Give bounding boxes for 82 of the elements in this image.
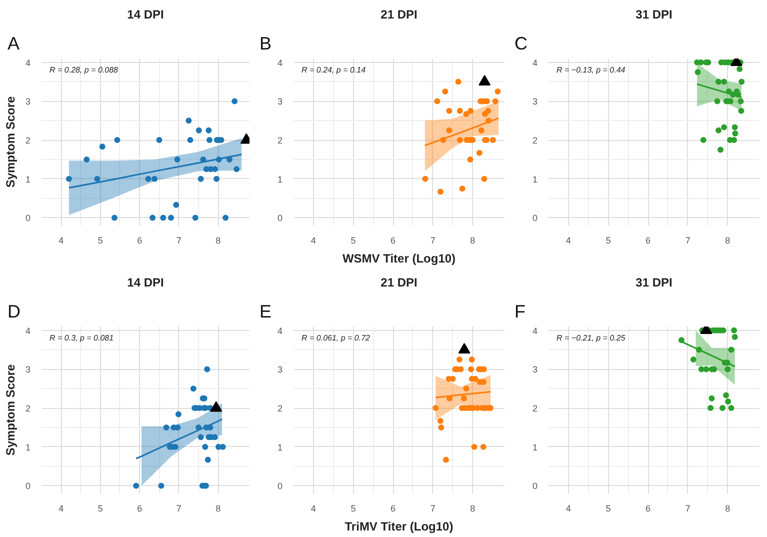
x-tick-label: 4	[566, 504, 571, 514]
x-tick-label: 6	[646, 504, 651, 514]
text: C	[514, 34, 528, 54]
x-tick-label: 8	[725, 236, 730, 246]
y-tick-label: 1	[25, 442, 31, 452]
chart-title: 31 DPI	[636, 8, 672, 22]
y-tick-label: 1	[277, 174, 283, 184]
x-tick-label: 4	[310, 236, 316, 246]
y-tick-label: 3	[277, 96, 283, 107]
y-tick-label: 2	[532, 404, 538, 414]
y-tick-label: 2	[25, 404, 31, 414]
y-tick-label: 1	[532, 442, 538, 452]
y-tick-label: 3	[25, 96, 31, 107]
y-tick-label: 0	[25, 213, 31, 224]
x-tick-label: 5	[350, 504, 356, 514]
y-tick-label: 4	[532, 326, 538, 336]
chart-title: 31 DPI	[636, 276, 672, 290]
annotation: R = 0.24, p = 0.14	[302, 66, 366, 74]
y-tick-label: 0	[532, 213, 538, 224]
y-tick-label: 3	[532, 364, 538, 375]
x-tick-label: 5	[98, 504, 103, 514]
y-tick-label: 0	[25, 481, 31, 492]
x-tick-label: 8	[216, 236, 221, 246]
annotation: R = −0.13, p = 0.44	[556, 66, 626, 74]
y-axis-title: Symptom Score	[3, 364, 18, 456]
x-tick-label: 5	[98, 236, 103, 246]
x-tick-label: 5	[606, 236, 611, 246]
x-tick-label: 7	[685, 236, 690, 246]
x-tick-label: 8	[470, 504, 476, 514]
text: F	[514, 302, 526, 322]
x-tick-label: 6	[646, 236, 651, 246]
x-tick-label: 5	[350, 236, 356, 246]
x-tick-label: 7	[176, 236, 182, 246]
x-tick-label: 4	[58, 236, 64, 246]
y-tick-label: 2	[277, 404, 283, 414]
y-tick-label: 4	[25, 326, 31, 336]
y-tick-label: 1	[25, 174, 31, 184]
y-axis-title: Symptom Score	[3, 96, 18, 188]
x-tick-label: 5	[606, 504, 611, 514]
y-tick-label: 4	[277, 58, 283, 68]
x-tick-label: 4	[310, 504, 316, 514]
annotation: R = −0.21, p = 0.25	[556, 334, 626, 342]
y-tick-label: 4	[25, 58, 31, 68]
x-tick-label: 4	[58, 504, 64, 514]
chart-title: 21 DPI	[380, 8, 418, 22]
y-tick-label: 3	[532, 96, 538, 107]
x-axis-title: TriMV Titer (Log10)	[344, 520, 454, 534]
y-tick-label: 3	[277, 364, 283, 375]
y-tick-label: 2	[532, 136, 538, 146]
y-tick-label: 4	[277, 326, 283, 336]
y-tick-label: 2	[277, 136, 283, 146]
x-tick-label: 4	[566, 236, 571, 246]
x-axis-title: WSMV Titer (Log10)	[342, 252, 456, 266]
y-tick-label: 4	[532, 58, 538, 68]
annotation: R = 0.3, p = 0.081	[50, 334, 114, 342]
y-tick-label: 1	[277, 442, 283, 452]
y-tick-label: 3	[25, 364, 31, 375]
annotation: R = 0.28, p = 0.088	[50, 66, 119, 74]
x-tick-label: 7	[430, 504, 436, 514]
x-tick-label: 6	[390, 236, 396, 246]
x-tick-label: 8	[725, 504, 730, 514]
text: E	[260, 302, 272, 322]
x-tick-label: 7	[430, 236, 436, 246]
y-tick-label: 1	[532, 174, 538, 184]
x-tick-label: 7	[685, 504, 690, 514]
x-tick-label: 7	[176, 504, 182, 514]
text: D	[8, 302, 20, 322]
x-tick-label: 6	[137, 504, 142, 514]
chart-title: 21 DPI	[380, 276, 418, 290]
y-tick-label: 0	[277, 481, 283, 492]
y-tick-label: 0	[277, 213, 283, 224]
x-tick-label: 6	[137, 236, 142, 246]
text: A	[8, 34, 20, 54]
y-tick-label: 2	[25, 136, 31, 146]
x-tick-label: 8	[470, 236, 476, 246]
x-tick-label: 8	[216, 504, 221, 514]
chart-title: 14 DPI	[127, 276, 164, 290]
text: B	[260, 34, 272, 54]
y-tick-label: 0	[532, 481, 538, 492]
chart-title: 14 DPI	[127, 8, 164, 22]
annotation: R = 0.061, p = 0.72	[302, 334, 371, 342]
x-tick-label: 6	[390, 504, 396, 514]
